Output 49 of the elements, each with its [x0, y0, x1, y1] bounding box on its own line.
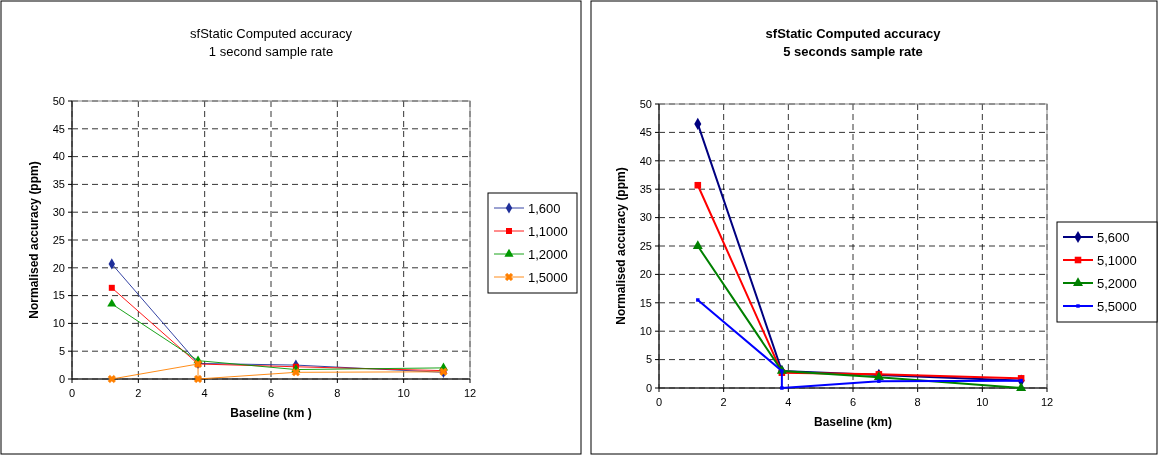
- y-tick-label: 25: [52, 233, 65, 246]
- x-tick-label: 0: [68, 387, 76, 399]
- x-tick-label: 12: [463, 387, 477, 399]
- x-tick-label: 2: [135, 387, 142, 399]
- y-tick-label: 45: [52, 122, 65, 135]
- y-tick-label: 0: [58, 372, 65, 385]
- y-tick-label: 5: [58, 345, 65, 358]
- y-tick-label: 15: [52, 289, 65, 302]
- legend-label: 5,5000: [1097, 298, 1137, 314]
- legend-label: 5,600: [1097, 229, 1130, 245]
- legend-label: 5,1000: [1097, 252, 1137, 268]
- legend-label: 1,5000: [528, 269, 568, 285]
- chart-title: sfStatic Computed accuracy 1 second sample rate: [190, 26, 353, 59]
- legend-label: 5,2000: [1097, 275, 1137, 291]
- legend-label: 1,2000: [528, 246, 568, 262]
- chart-title: sfStatic Computed accuracy 5 seconds sample rate: [765, 26, 942, 59]
- y-tick-label: 40: [52, 150, 65, 163]
- x-tick-label: 8: [334, 387, 341, 399]
- y-tick-label: 20: [52, 261, 65, 274]
- x-axis-title: Baseline (km ): [230, 406, 312, 420]
- x-axis-title: Baseline (km): [813, 415, 893, 429]
- y-tick-label: 35: [639, 183, 652, 196]
- x-tick-label: 6: [849, 396, 857, 408]
- y-axis-title: Normalised accuracy (ppm): [614, 167, 628, 325]
- x-tick-label: 0: [655, 396, 663, 408]
- x-tick-label: 2: [720, 396, 727, 408]
- y-tick-label: 10: [639, 325, 652, 338]
- y-tick-label: 40: [639, 154, 652, 167]
- y-tick-label: 10: [52, 317, 65, 330]
- y-tick-label: 15: [639, 296, 652, 309]
- x-tick-label: 12: [1040, 396, 1054, 408]
- y-tick-label: 50: [52, 94, 65, 107]
- x-tick-label: 4: [785, 396, 792, 408]
- legend-label: 1,600: [528, 200, 561, 216]
- x-tick-label: 8: [914, 396, 921, 408]
- y-tick-label: 50: [639, 97, 652, 110]
- x-tick-label: 10: [976, 396, 989, 408]
- y-tick-label: 5: [645, 353, 652, 366]
- y-tick-label: 45: [639, 126, 652, 139]
- y-axis-title: Normalised accuracy (ppm): [27, 161, 41, 319]
- legend-label: 1,1000: [528, 223, 568, 239]
- y-tick-label: 25: [639, 239, 652, 252]
- y-tick-label: 35: [52, 178, 65, 191]
- x-tick-label: 10: [397, 387, 410, 399]
- y-tick-label: 20: [639, 268, 652, 281]
- y-tick-label: 30: [639, 211, 652, 224]
- x-tick-label: 4: [201, 387, 208, 399]
- y-tick-label: 30: [52, 206, 65, 219]
- x-tick-label: 6: [267, 387, 275, 399]
